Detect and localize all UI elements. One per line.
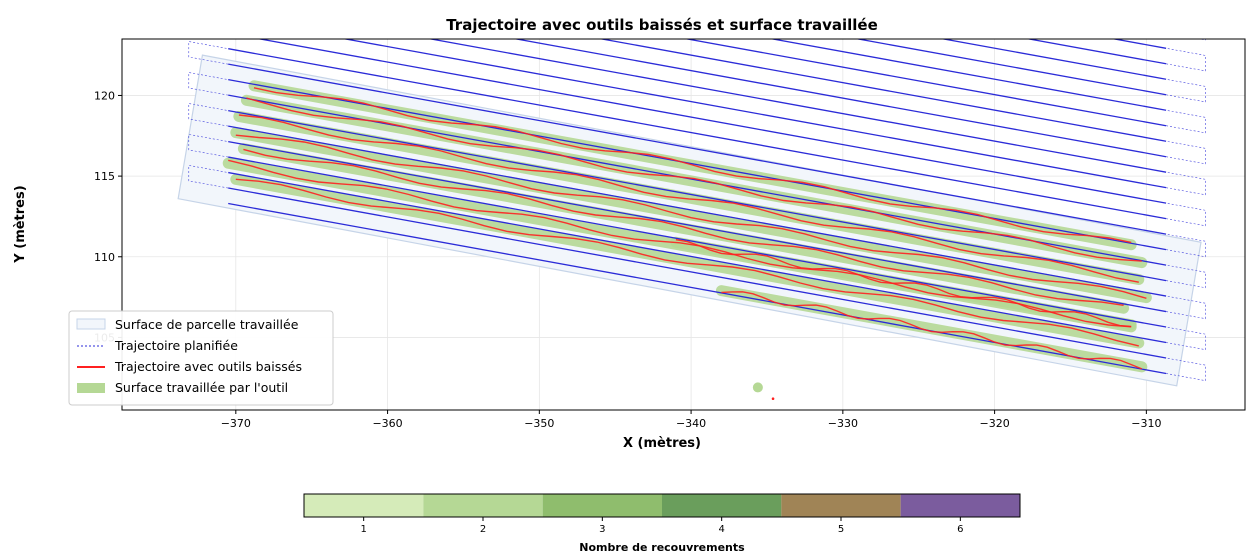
planned-headland-turn	[1198, 39, 1206, 41]
planned-pass	[940, 39, 1167, 80]
tool-down-line	[675, 239, 1132, 328]
planned-pass	[228, 140, 1167, 313]
colorbar-label: Nombre de recouvrements	[579, 541, 745, 553]
tool-down-line	[235, 178, 1139, 347]
colorbar-segment	[781, 494, 901, 517]
legend: Surface de parcelle travaillée Trajectoi…	[68, 310, 334, 406]
colorbar-tick-label: 6	[957, 524, 963, 535]
colorbar-tick-label: 2	[480, 524, 486, 535]
colorbar-tick-label: 4	[718, 524, 724, 535]
y-axis-label: Y (mètres)	[13, 185, 28, 263]
plot-area	[177, 0, 1206, 401]
colorbar-segment	[542, 494, 662, 517]
legend-box	[68, 310, 334, 406]
x-tick-label: −340	[676, 417, 706, 430]
stray-tooldown-point	[771, 397, 775, 401]
tool-down-line	[238, 114, 1139, 283]
colorbar-segment	[423, 494, 543, 517]
x-axis-ticks: −370 −360 −350 −340 −330 −320 −310	[221, 410, 1161, 430]
colorbar-segment	[304, 494, 424, 517]
planned-headland-turn	[1166, 48, 1206, 72]
planned-pass	[769, 39, 1167, 111]
tool-down-line	[228, 159, 1132, 328]
tool-down-trajectory	[228, 87, 1147, 370]
planned-headland-turn	[1166, 357, 1206, 382]
x-axis-label: X (mètres)	[623, 436, 701, 451]
legend-swatch-worked	[77, 383, 105, 393]
planned-headland-turn	[188, 72, 229, 96]
planned-headland-turn	[189, 11, 228, 34]
chart-title: Trajectoire avec outils baissés et surfa…	[446, 16, 878, 34]
legend-label-parcel: Surface de parcelle travaillée	[115, 317, 299, 332]
planned-headland-turn	[1166, 295, 1206, 320]
tool-down-line	[253, 87, 1132, 244]
planned-pass	[228, 48, 1167, 220]
legend-label-tooldown: Trajectoire avec outils baissés	[114, 359, 302, 374]
worked-surface-band	[230, 127, 1152, 304]
worked-surface-band	[715, 285, 1148, 373]
planned-headland-turn	[188, 103, 229, 127]
planned-headland-turn	[1166, 202, 1206, 227]
planned-pass	[512, 39, 1167, 158]
planned-pass	[228, 63, 1167, 235]
tool-down-line	[235, 134, 1147, 299]
planned-pass	[228, 79, 1167, 251]
legend-label-planned: Trajectoire planifiée	[114, 338, 238, 353]
stray-worked-point	[752, 382, 763, 393]
tool-down-line	[246, 97, 1142, 262]
planned-pass	[598, 39, 1167, 142]
planned-pass	[228, 94, 1167, 266]
planned-pass	[854, 39, 1167, 96]
planned-headland-turn	[1166, 140, 1206, 165]
y-tick-label: 120	[94, 89, 115, 102]
planned-pass	[228, 109, 1167, 282]
tool-down-line	[721, 291, 1143, 370]
planned-headland-turn	[189, 0, 228, 2]
x-tick-label: −320	[979, 417, 1009, 430]
planned-headland-turn	[1166, 264, 1206, 289]
colorbar-segment	[662, 494, 782, 517]
planned-pass	[228, 171, 1167, 344]
planned-headland-turn	[1166, 171, 1206, 196]
planned-pass	[683, 39, 1167, 127]
legend-swatch-parcel	[76, 318, 106, 330]
y-tick-label: 115	[94, 170, 115, 183]
colorbar-tick-label: 5	[838, 524, 844, 535]
y-tick-label: 110	[94, 251, 115, 264]
plot-frame	[121, 38, 1246, 411]
planned-headland-turn	[188, 134, 229, 158]
worked-surface-band	[240, 94, 1148, 269]
x-tick-label: −360	[372, 417, 402, 430]
planned-headland-turn	[1166, 0, 1205, 9]
planned-headland-turn	[188, 165, 229, 189]
x-tick-label: −350	[524, 417, 554, 430]
colorbar-segment	[900, 494, 1020, 517]
planned-headland-turn	[188, 41, 229, 65]
planned-headland-turn	[1166, 78, 1206, 103]
colorbar-tick-label: 1	[360, 524, 366, 535]
planned-headland-turn	[1166, 109, 1206, 134]
planned-headland-turn	[1166, 233, 1206, 258]
x-tick-label: −310	[1131, 417, 1161, 430]
planned-headland-turn	[1166, 326, 1206, 351]
planned-pass	[427, 39, 1167, 173]
colorbar-frame	[303, 493, 1021, 518]
x-tick-label: −370	[221, 417, 251, 430]
tool-down-line	[243, 148, 1124, 306]
legend-label-worked: Surface travaillée par l'outil	[115, 380, 288, 395]
planned-pass	[228, 125, 1167, 297]
planned-pass	[228, 0, 1166, 2]
stray-points	[752, 382, 775, 401]
planned-pass	[256, 39, 1167, 204]
planned-pass	[342, 39, 1167, 189]
planned-pass	[228, 187, 1167, 359]
y-axis-ticks: 105110115120	[94, 89, 122, 344]
planned-pass	[228, 0, 1166, 17]
colorbar: 1 2 3 4 5 6	[303, 493, 1021, 535]
x-tick-label: −330	[828, 417, 858, 430]
colorbar-tick-label: 3	[599, 524, 605, 535]
planned-pass	[228, 156, 1167, 328]
